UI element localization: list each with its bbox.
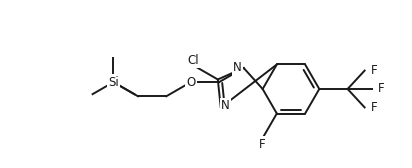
Text: O: O bbox=[186, 76, 195, 89]
Text: N: N bbox=[233, 61, 242, 74]
Text: F: F bbox=[378, 82, 384, 95]
Text: F: F bbox=[371, 101, 377, 114]
Text: Si: Si bbox=[108, 76, 119, 89]
Text: N: N bbox=[221, 99, 229, 112]
Text: F: F bbox=[371, 64, 377, 77]
Text: F: F bbox=[259, 138, 266, 151]
Text: Cl: Cl bbox=[187, 54, 199, 67]
